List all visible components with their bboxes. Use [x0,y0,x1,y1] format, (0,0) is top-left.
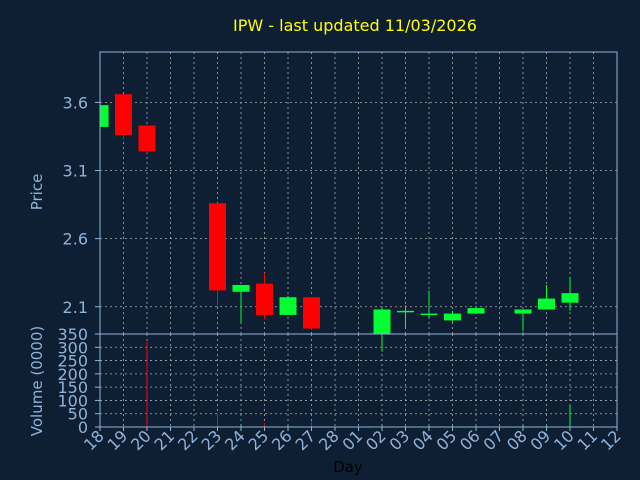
volume-tick-label: 350 [57,325,88,344]
volume-bars [123,341,571,427]
price-grid [99,52,618,334]
candle-body [279,297,297,315]
candle-body [100,105,109,127]
volume-tick-label: 150 [57,378,88,397]
chart-title: IPW - last updated 11/03/2026 [233,16,477,35]
volume-tick-label: 250 [57,352,88,371]
candle-body [115,94,132,136]
price-tick-label: 3.1 [63,162,88,181]
x-axis-label: Day [333,458,363,476]
candle-body [561,293,579,303]
price-axis-label: Price [28,174,46,211]
price-tick-label: 2.6 [63,230,88,249]
x-tick-labels: 1819202122232425262728010203040506070809… [80,426,625,454]
candle-body [444,313,461,321]
candle-body [209,203,226,291]
volume-tick-label: 100 [57,391,88,410]
volume-tick-label: 300 [57,338,88,357]
candle-body [303,297,320,329]
volume-grid [99,333,618,428]
volume-tick-label: 0 [78,418,88,437]
price-tick-label: 3.6 [63,93,88,112]
candle-body [538,298,555,310]
volume-tick-label: 50 [68,405,88,424]
price-candles [99,94,579,352]
price-tick-label: 2.1 [63,298,88,317]
volume-tick-label: 200 [57,365,88,384]
x-tick-label: 12 [597,426,625,454]
candle-body [514,309,532,314]
candle-body [467,308,485,314]
candle-body [138,125,156,152]
candle-body [420,313,438,316]
price-tick-labels: 2.1 2.6 3.1 3.6 [63,93,100,317]
volume-axis-label: Volume (0000) [28,326,46,436]
candle-body [397,310,414,313]
candle-body [373,309,391,334]
candle-body [256,283,273,315]
candle-body [232,284,250,292]
